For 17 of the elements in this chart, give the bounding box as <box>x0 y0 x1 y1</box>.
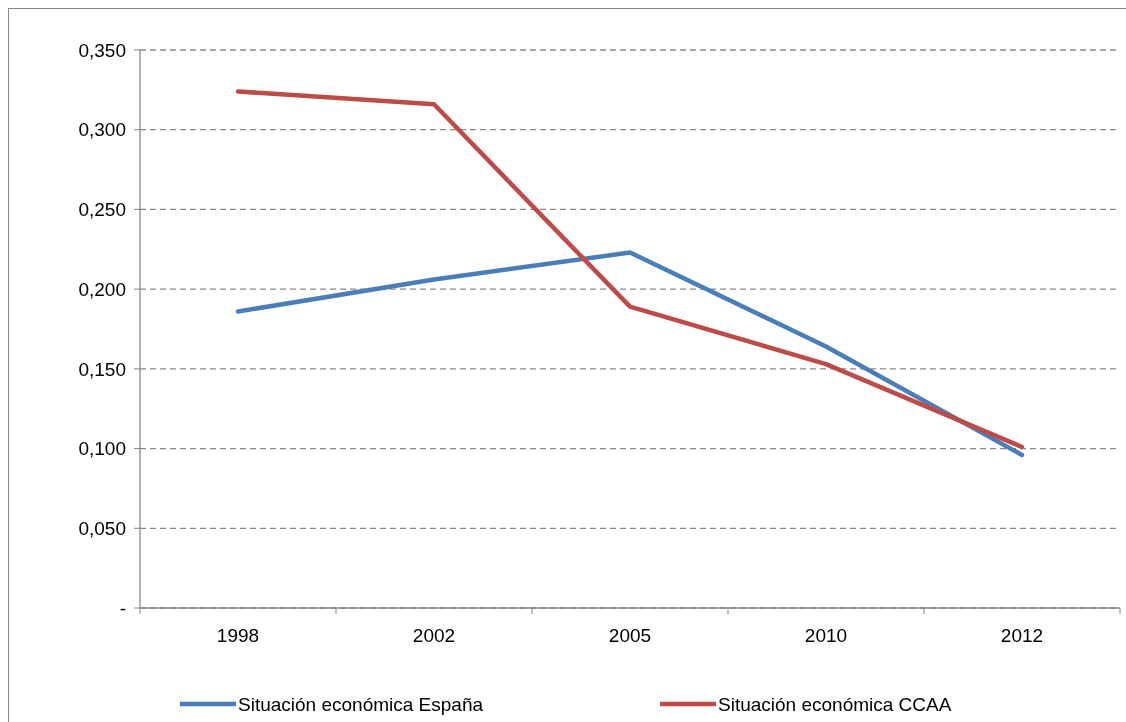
legend-label: Situación económica CCAA <box>718 693 952 715</box>
y-tick-label: 0,200 <box>78 278 126 300</box>
x-tick-label: 2005 <box>608 625 652 646</box>
x-tick-label: 2010 <box>804 625 848 646</box>
y-tick-label: - <box>119 597 126 619</box>
y-tick-label: 0,350 <box>78 39 126 61</box>
line-series <box>235 89 1025 450</box>
y-tick-label: 0,100 <box>78 438 126 460</box>
x-tick-label: 2002 <box>412 625 456 646</box>
legend-label: Situación económica España <box>238 693 484 715</box>
y-tick-label: 0,150 <box>78 358 126 380</box>
x-tick-label: 2012 <box>1000 625 1044 646</box>
y-tick-label: 0,300 <box>78 119 126 141</box>
y-tick-label: 0,050 <box>78 517 126 539</box>
x-tick-label: 1998 <box>216 625 260 646</box>
y-tick-label: 0,250 <box>78 199 126 221</box>
line-series <box>235 250 1025 458</box>
